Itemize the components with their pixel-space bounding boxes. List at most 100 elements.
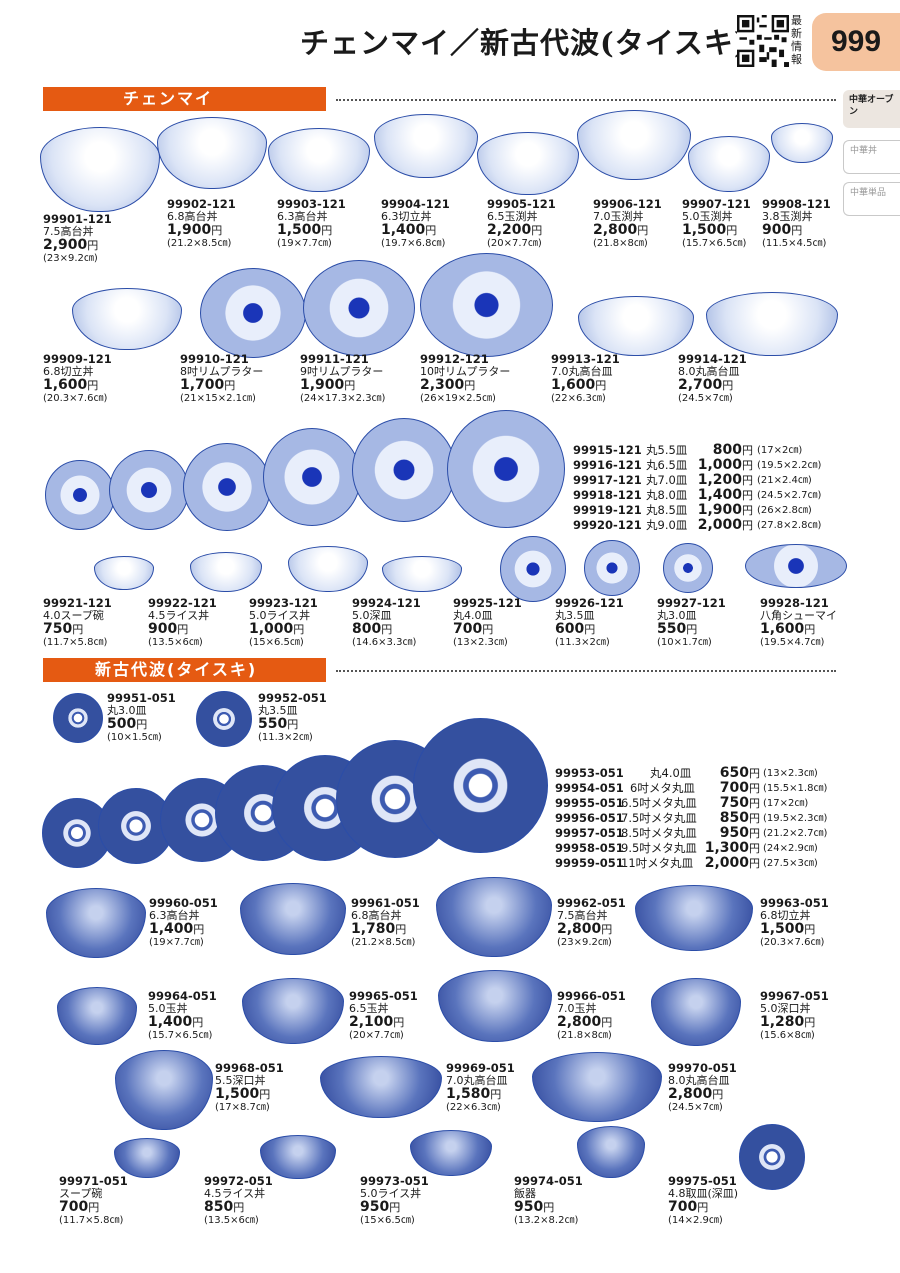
product-image: [500, 536, 566, 602]
product-image: [288, 546, 368, 592]
product-label: 99968-051 5.5深口丼 1,500円 (17×8.7㎝): [215, 1061, 284, 1113]
product-label: 99971-051 スープ碗 700円 (11.7×5.8㎝): [59, 1174, 128, 1226]
list-item: 99953-051 丸4.0皿 650円 (13×2.3㎝): [555, 765, 818, 781]
product-image: [410, 1130, 492, 1176]
product-label: 99911-121 9吋リムプラター 1,900円 (24×17.3×2.3㎝): [300, 352, 386, 404]
product-label: 99964-051 5.0玉丼 1,400円 (15.7×6.5㎝): [148, 989, 217, 1041]
product-label: 99902-121 6.8高台丼 1,900円 (21.2×8.5㎝): [167, 197, 236, 249]
product-label: 99975-051 4.8取皿(深皿) 700円 (14×2.9㎝): [668, 1174, 739, 1226]
product-label: 99925-121 丸4.0皿 700円 (13×2.3㎝): [453, 596, 522, 648]
product-image: [109, 450, 189, 530]
list-item: 99957-051 8.5吋メタ丸皿 950円 (21.2×2.7㎝): [555, 825, 828, 841]
product-label: 99969-051 7.0丸高台皿 1,580円 (22×6.3㎝): [446, 1061, 515, 1113]
product-image: [53, 693, 103, 743]
product-label: 99906-121 7.0玉渕丼 2,800円 (21.8×8㎝): [593, 197, 662, 249]
product-label: 99962-051 7.5高台丼 2,800円 (23×9.2㎝): [557, 896, 626, 948]
product-label: 99926-121 丸3.5皿 600円 (11.3×2㎝): [555, 596, 624, 648]
product-label: 99923-121 5.0ライス丼 1,000円 (15×6.5㎝): [249, 596, 318, 648]
plate-price-list: 99953-051 丸4.0皿 650円 (13×2.3㎝) 99954-051 6吋メ…: [555, 766, 855, 871]
product-label: 99966-051 7.0玉丼 2,800円 (21.8×8㎝): [557, 989, 626, 1041]
side-tab-chuka-don[interactable]: 中華丼: [843, 140, 900, 174]
product-image: [739, 1124, 805, 1190]
product-image: [303, 260, 415, 356]
product-label: 99974-051 飯器 950円 (13.2×8.2㎝): [514, 1174, 583, 1226]
product-image: [651, 978, 741, 1046]
product-label: 99907-121 5.0玉渕丼 1,500円 (15.7×6.5㎝): [682, 197, 751, 249]
product-label: 99903-121 6.3高台丼 1,500円 (19×7.7㎝): [277, 197, 346, 249]
product-label: 99951-051 丸3.0皿 500円 (10×1.5㎝): [107, 691, 176, 743]
product-label: 99912-121 10吋リムプラター 2,300円 (26×19×2.5㎝): [420, 352, 511, 404]
side-tab-label: 中華丼: [850, 146, 878, 156]
product-image: [663, 543, 713, 593]
product-image: [584, 540, 640, 596]
section-header-chiangmai: チェンマイ: [43, 87, 326, 111]
product-image: [374, 114, 478, 178]
product-label: 99927-121 丸3.0皿 550円 (10×1.7㎝): [657, 596, 726, 648]
product-image: [635, 885, 753, 951]
list-item: 99959-051 11吋メタ丸皿 2,000円 (27.5×3㎝): [555, 855, 818, 871]
product-image: [46, 888, 146, 958]
product-label: 99910-121 8吋リムプラター 1,700円 (21×15×2.1㎝): [180, 352, 264, 404]
product-image: [57, 987, 137, 1045]
plate-price-list: 99915-121 丸5.5皿 800円 (17×2㎝) 99916-121 丸6.5皿…: [573, 443, 843, 533]
list-item: 99955-051 6.5吋メタ丸皿 750円 (17×2㎝): [555, 795, 809, 811]
list-item: 99956-051 7.5吋メタ丸皿 850円 (19.5×2.3㎝): [555, 810, 828, 826]
product-image: [94, 556, 154, 590]
side-tab-label: 中華オーブン: [849, 95, 894, 117]
product-label: 99963-051 6.8切立丼 1,500円 (20.3×7.6㎝): [760, 896, 829, 948]
side-tab-label: 中華単品: [850, 188, 887, 198]
divider: [336, 670, 836, 672]
product-label: 99904-121 6.3切立丼 1,400円 (19.7×6.8㎝): [381, 197, 450, 249]
product-image: [196, 691, 252, 747]
divider: [336, 99, 836, 101]
product-image: [447, 410, 565, 528]
product-image: [771, 123, 833, 163]
product-label: 99973-051 5.0ライス丼 950円 (15×6.5㎝): [360, 1174, 429, 1226]
list-item: 99918-121 丸8.0皿 1,400円 (24.5×2.7㎝): [573, 487, 822, 503]
side-tab-chuka-oven[interactable]: 中華オーブン: [843, 90, 900, 128]
list-item: 99919-121 丸8.5皿 1,900円 (26×2.8㎝): [573, 502, 812, 518]
product-image: [352, 418, 456, 522]
section-header-shinkodaiha: 新古代波(タイスキ): [43, 658, 326, 682]
product-label: 99960-051 6.3高台丼 1,400円 (19×7.7㎝): [149, 896, 218, 948]
product-label: 99952-051 丸3.5皿 550円 (11.3×2㎝): [258, 691, 327, 743]
product-image: [72, 288, 182, 350]
product-image: [268, 128, 370, 192]
page-title: チェンマイ／新古代波(タイスキ): [300, 26, 749, 60]
product-label: 99909-121 6.8切立丼 1,600円 (20.3×7.6㎝): [43, 352, 112, 404]
list-item: 99954-051 6吋メタ丸皿 700円 (15.5×1.8㎝): [555, 780, 828, 796]
product-label: 99921-121 4.0スープ碗 750円 (11.7×5.8㎝): [43, 596, 112, 648]
product-image: [382, 556, 462, 592]
product-label: 99961-051 6.8高台丼 1,780円 (21.2×8.5㎝): [351, 896, 420, 948]
product-label: 99922-121 4.5ライス丼 900円 (13.5×6㎝): [148, 596, 217, 648]
page-number: 999: [830, 25, 882, 58]
product-image: [578, 296, 694, 356]
product-label: 99970-051 8.0丸高台皿 2,800円 (24.5×7㎝): [668, 1061, 737, 1113]
product-image: [688, 136, 770, 192]
product-label: 99928-121 八角シューマイ 1,600円 (19.5×4.7㎝): [760, 596, 837, 648]
product-label: 99914-121 8.0丸高台皿 2,700円 (24.5×7㎝): [678, 352, 747, 404]
product-label: 99924-121 5.0深皿 800円 (14.6×3.3㎝): [352, 596, 421, 648]
page-number-tab: 999: [812, 13, 900, 71]
product-image: [532, 1052, 662, 1122]
qr-code-icon[interactable]: [737, 15, 789, 67]
product-image: [240, 883, 346, 955]
product-image: [577, 110, 691, 180]
product-image: [413, 718, 548, 853]
product-label: 99908-121 3.8玉渕丼 900円 (11.5×4.5㎝): [762, 197, 831, 249]
product-label: 99972-051 4.5ライス丼 850円 (13.5×6㎝): [204, 1174, 273, 1226]
list-item: 99916-121 丸6.5皿 1,000円 (19.5×2.2㎝): [573, 457, 822, 473]
product-image: [242, 978, 344, 1044]
product-image: [706, 292, 838, 356]
product-label: 99965-051 6.5玉丼 2,100円 (20×7.7㎝): [349, 989, 418, 1041]
new-info-label: 最新情報: [791, 14, 802, 66]
product-image: [438, 970, 552, 1042]
product-image: [114, 1138, 180, 1178]
product-label: 99913-121 7.0丸高台皿 1,600円 (22×6.3㎝): [551, 352, 620, 404]
product-image: [190, 552, 262, 592]
product-image: [40, 127, 160, 212]
product-label: 99905-121 6.5玉渕丼 2,200円 (20×7.7㎝): [487, 197, 556, 249]
product-image: [115, 1050, 213, 1130]
side-tab-chuka-single[interactable]: 中華単品: [843, 182, 900, 216]
product-image: [420, 253, 553, 357]
